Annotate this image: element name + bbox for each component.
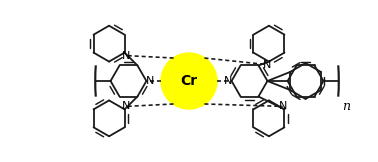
Text: n: n: [342, 100, 350, 113]
Text: Cr: Cr: [180, 74, 198, 88]
Polygon shape: [232, 65, 268, 97]
Polygon shape: [253, 100, 285, 136]
Circle shape: [161, 53, 217, 109]
Polygon shape: [110, 65, 146, 97]
Text: N: N: [122, 101, 131, 111]
Polygon shape: [290, 63, 321, 99]
Polygon shape: [288, 65, 324, 97]
Text: N: N: [279, 101, 287, 111]
Text: N: N: [224, 76, 232, 86]
Polygon shape: [93, 100, 125, 136]
Polygon shape: [253, 26, 285, 62]
Text: N: N: [122, 51, 131, 61]
Text: N: N: [263, 60, 271, 70]
Polygon shape: [93, 26, 125, 62]
Text: N: N: [146, 76, 154, 86]
